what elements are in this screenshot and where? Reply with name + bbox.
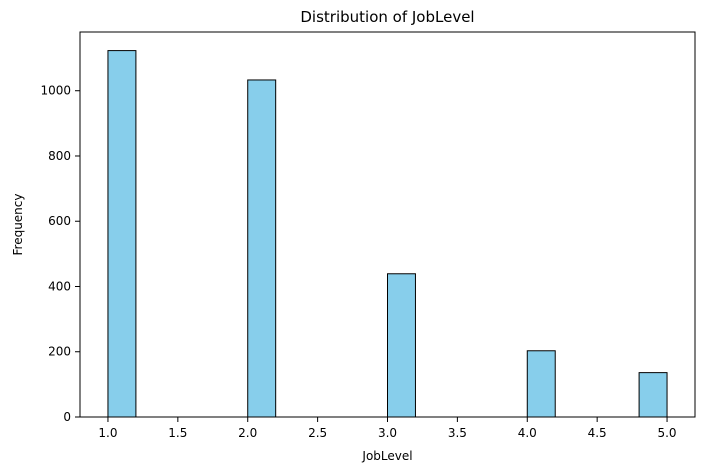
x-tick-label-2: 1.5 <box>168 426 187 440</box>
histogram-bar-4 <box>526 350 556 418</box>
plot-frame <box>79 31 696 418</box>
x-axis-ticks: 1.0 1.5 2.0 2.5 3.0 3.5 4.0 4.5 5.0 <box>98 417 677 440</box>
y-axis-ticks: 0 200 400 600 800 1000 <box>40 84 80 424</box>
y-tick-label-1: 0 <box>63 410 71 424</box>
x-axis-label: JobLevel <box>361 449 412 463</box>
y-tick-label-2: 200 <box>48 345 71 359</box>
y-tick-label-5: 800 <box>48 149 71 163</box>
chart-title: Distribution of JobLevel <box>300 8 474 26</box>
x-tick-label-1: 1.0 <box>98 426 117 440</box>
x-tick-label-9: 5.0 <box>657 426 676 440</box>
x-tick-label-8: 4.5 <box>588 426 607 440</box>
x-tick-label-4: 2.5 <box>308 426 327 440</box>
histogram-bar-1 <box>107 50 137 418</box>
x-tick-label-7: 4.0 <box>518 426 537 440</box>
x-tick-label-6: 3.5 <box>448 426 467 440</box>
y-tick-label-3: 400 <box>48 279 71 293</box>
histogram-bar-5 <box>638 372 668 418</box>
x-tick-label-3: 2.0 <box>238 426 257 440</box>
bars-layer <box>107 50 668 418</box>
x-tick-label-5: 3.0 <box>378 426 397 440</box>
y-axis-label: Frequency <box>11 194 25 256</box>
y-tick-label-6: 1000 <box>40 84 71 98</box>
y-tick-label-4: 600 <box>48 214 71 228</box>
histogram-bar-3 <box>387 273 416 418</box>
histogram-bar-2 <box>247 79 277 418</box>
